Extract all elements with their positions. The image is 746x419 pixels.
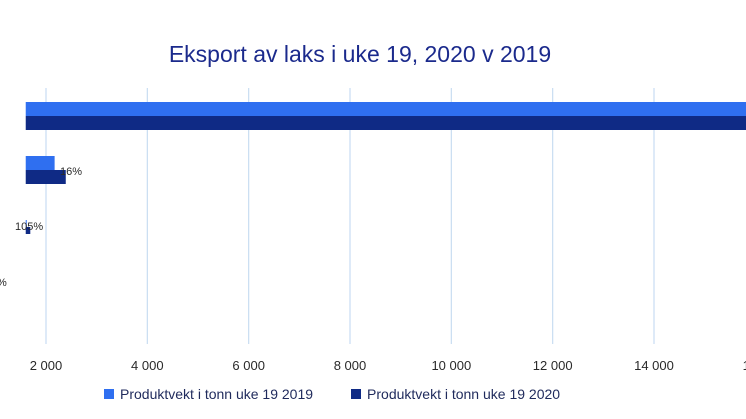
chart-title: Eksport av laks i uke 19, 2020 v 2019 — [169, 41, 551, 67]
bar-series1-cat2 — [25, 227, 31, 234]
legend: Produktvekt i tonn uke 19 2019 Produktve… — [104, 384, 560, 404]
bar-series1-cat0 — [25, 116, 746, 130]
bar-series0-cat0 — [25, 102, 746, 116]
data-labels: 16% 105%% — [0, 166, 82, 289]
bar-series1-cat1 — [25, 170, 66, 184]
gridlines — [45, 88, 655, 344]
x-tick-label-0: 2 000 — [30, 358, 63, 373]
legend-swatch-2019 — [104, 389, 114, 399]
x-tick-label-5: 12 000 — [533, 358, 573, 373]
legend-label-2020: Produktvekt i tonn uke 19 2020 — [367, 386, 561, 402]
legend-item-2019: Produktvekt i tonn uke 19 2019 — [104, 386, 313, 402]
bar-series0-cat1 — [25, 156, 55, 170]
legend-label-2019: Produktvekt i tonn uke 19 2019 — [120, 386, 314, 402]
legend-swatch-2020 — [351, 389, 362, 399]
data-label-3: % — [0, 277, 7, 289]
x-tick-labels: 2 000 4 000 6 000 8 000 10 000 12 000 14 000 16… — [30, 358, 746, 373]
x-tick-label-3: 8 000 — [334, 358, 367, 373]
x-tick-label-6: 14 000 — [634, 358, 674, 373]
data-label-1: 16% — [60, 166, 82, 178]
legend-item-2020: Produktvekt i tonn uke 19 2020 — [351, 386, 560, 402]
x-tick-label-7: 16 0 — [743, 358, 746, 373]
x-tick-label-2: 6 000 — [232, 358, 265, 373]
bars — [25, 102, 746, 234]
data-label-2: 105% — [15, 221, 43, 233]
x-tick-label-4: 10 000 — [431, 358, 471, 373]
bar-series0-cat2 — [25, 220, 27, 227]
x-tick-label-1: 4 000 — [131, 358, 164, 373]
